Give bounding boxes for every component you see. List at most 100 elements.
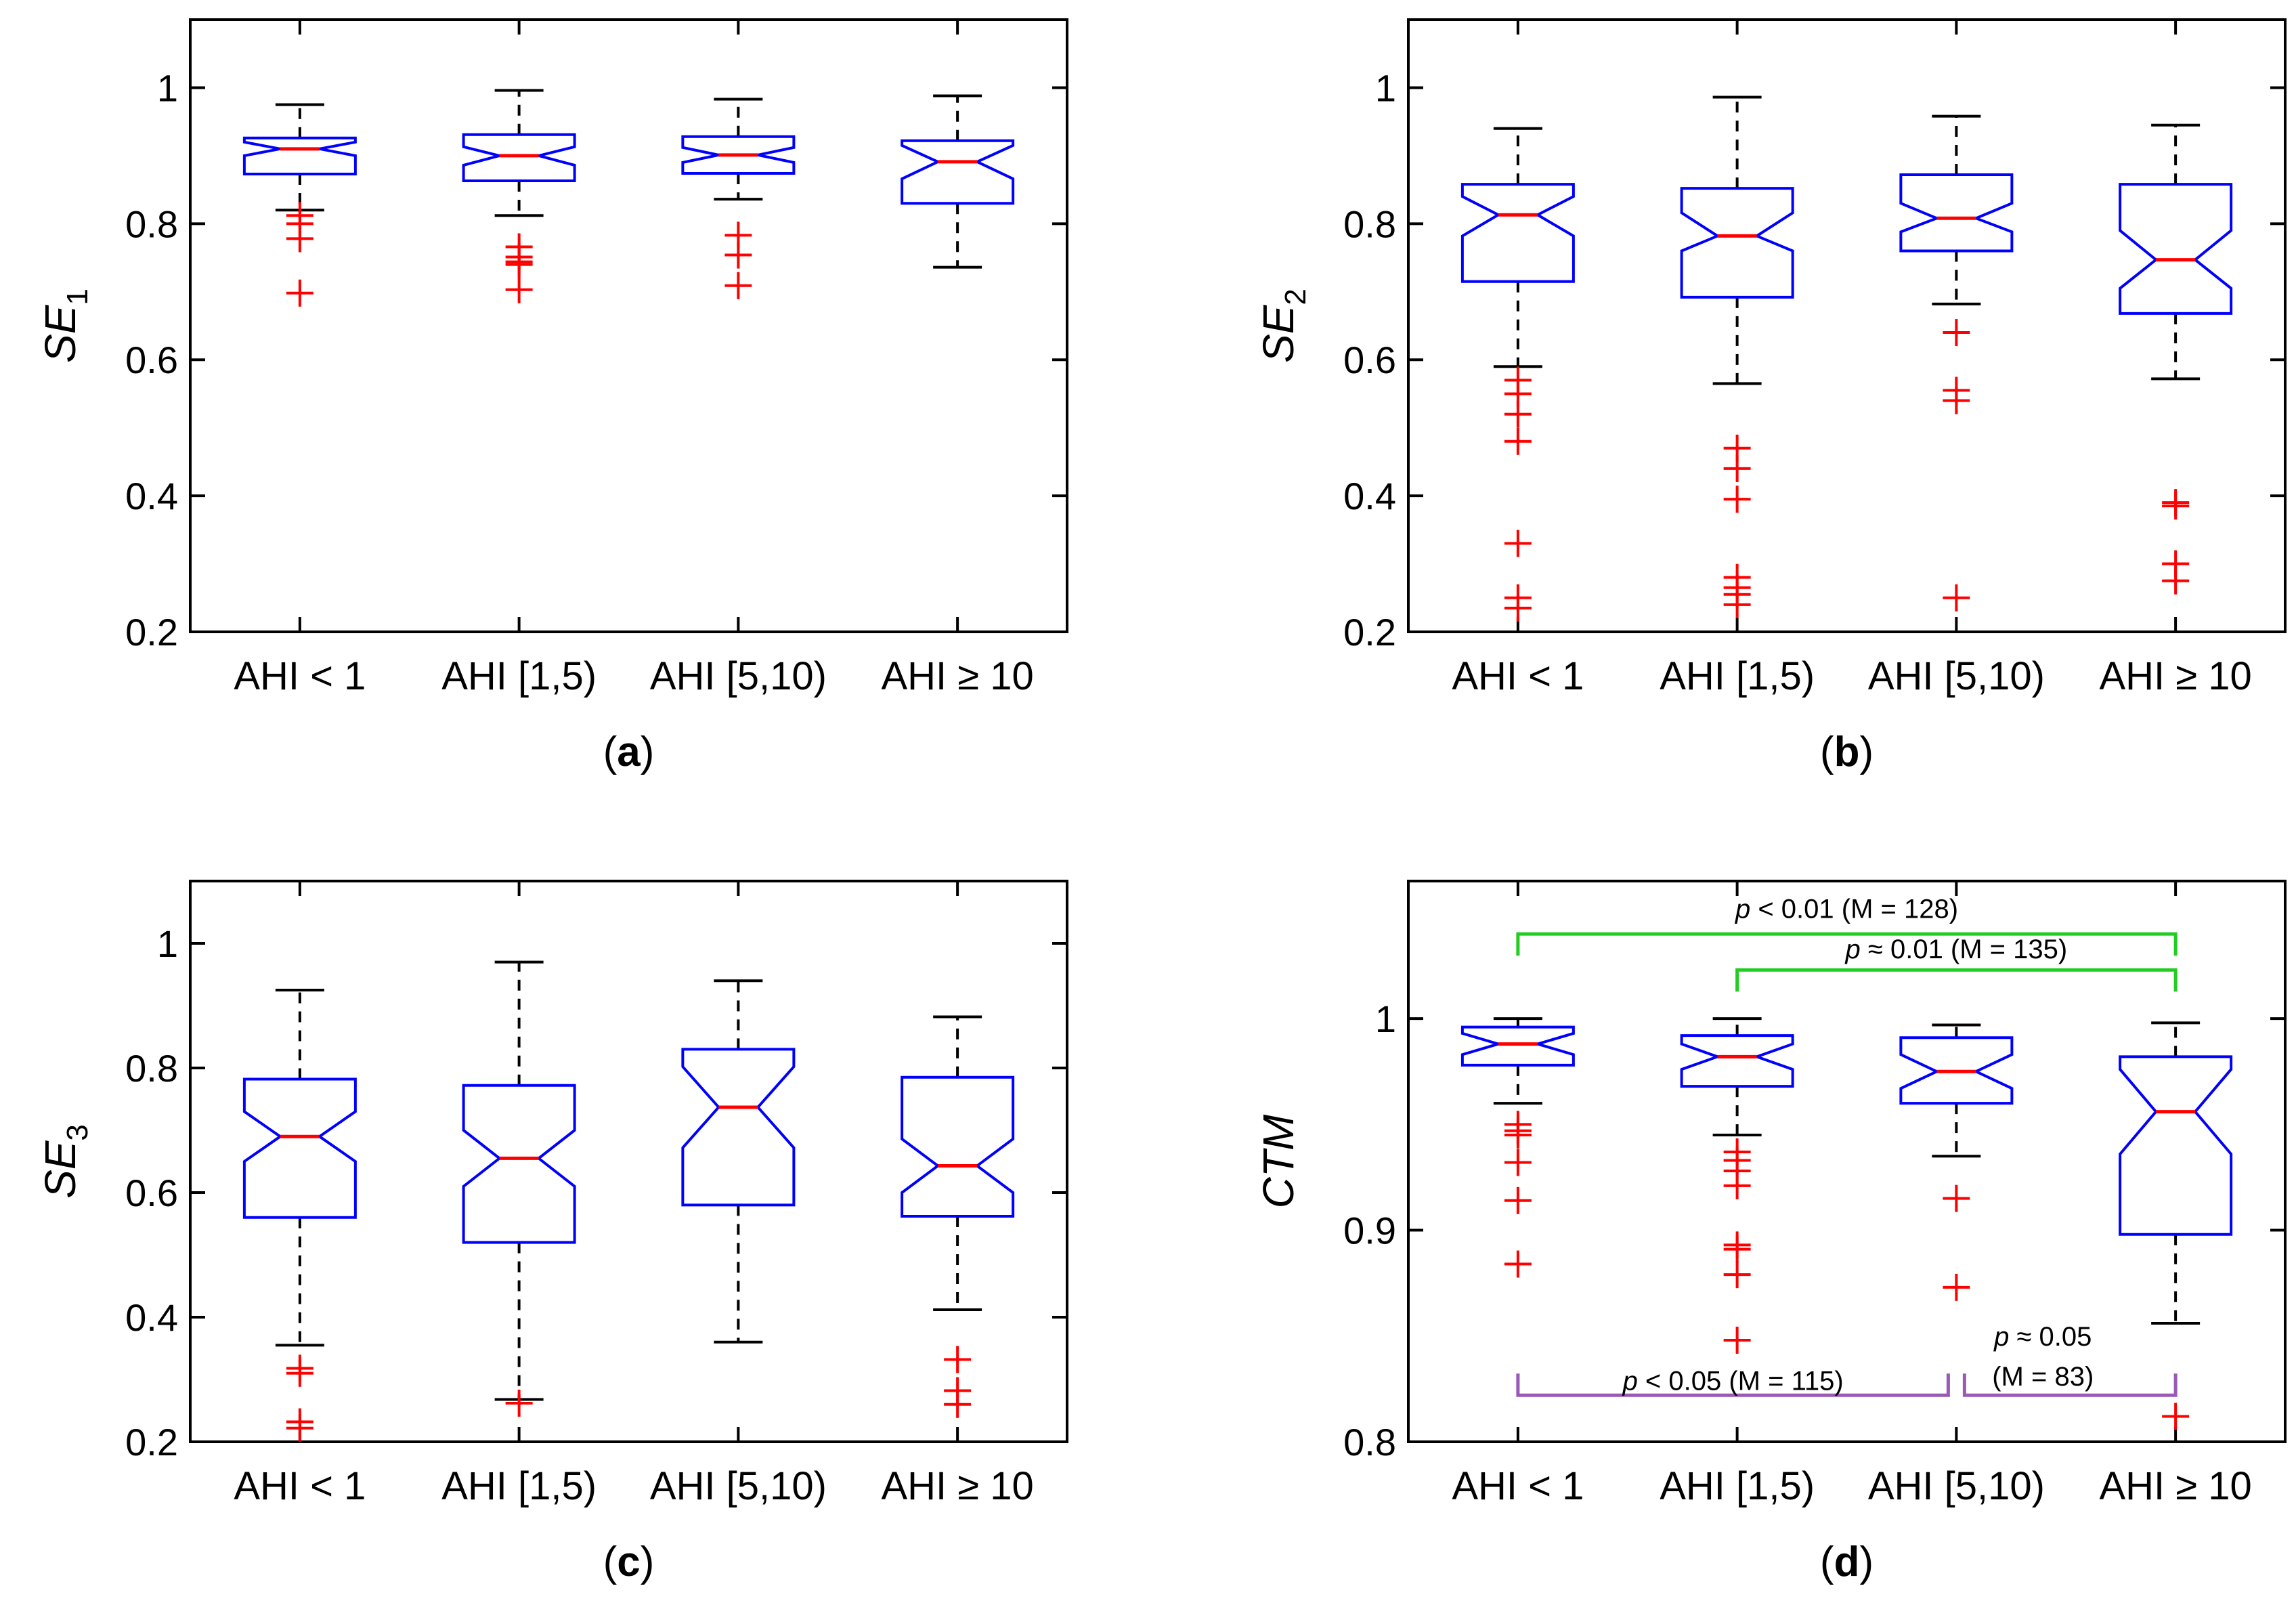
x-tick-label: AHI ≥ 10 [2099,654,2251,698]
y-axis-label-subscript: 2 [1279,288,1312,305]
outlier-marker [1723,1261,1751,1289]
x-tick-label: AHI ≥ 10 [881,1464,1033,1508]
x-tick-label: AHI [5,10) [650,654,827,698]
axes-frame [1407,880,2287,1443]
y-tick-label: 0.2 [1343,611,1396,654]
bracket-label-p: p [1845,935,1861,964]
outlier-marker [1943,1184,1970,1212]
outlier-marker [944,1390,972,1418]
y-tick-label: 0.8 [125,1047,178,1090]
x-tick-label: AHI [1,5) [441,654,597,698]
box-2 [1680,95,1794,618]
x-tick-label: AHI ≥ 10 [2099,1464,2251,1508]
panel-label: (c) [603,1539,655,1585]
bracket-label-text: ≈ 0.05 [2009,1322,2092,1352]
outlier-marker [1504,1121,1532,1149]
panel-label-letter: b [1834,729,1860,775]
x-tick-label: AHI [5,10) [650,1464,827,1508]
box-2 [462,960,576,1417]
y-tick-label: 0.4 [125,1296,178,1339]
panel-d: 0.8 0.9 1 AHI < 1 AHI [1,5) AHI [5,10) AHI ≥ 1… [1254,880,2287,1585]
panel-label: (b) [1820,729,1873,775]
outlier-marker [1504,427,1532,455]
y-tick-label: 0.6 [125,1172,178,1214]
y-tick-label: 1 [1375,66,1396,109]
box-3 [1899,114,2014,612]
axes-frame [189,18,1068,633]
outlier-marker [1723,454,1751,482]
outlier-marker [1943,387,1970,414]
y-tick-label: 0.8 [1343,1421,1396,1463]
panel-label: (d) [1820,1539,1873,1585]
panel-label-letter: a [617,729,641,775]
notched-box [462,133,576,183]
bracket-label-p: p [1993,1322,2009,1352]
panel-c: 0.2 0.4 0.6 0.8 1 AHI < 1 AHI [1,5) AHI [5,10) A… [36,880,1068,1585]
y-axis-label: CTM [1254,1114,1303,1208]
bracket-line [1735,968,2178,992]
x-tick-label: AHI [5,10) [1868,654,2045,698]
notched-box [1460,183,1575,283]
x-tick-label: AHI ≥ 10 [881,654,1033,698]
y-tick-label: 1 [157,922,178,965]
bracket-line [1516,1373,1950,1397]
y-axis-label: SE3 [36,1124,94,1199]
outlier-marker [1943,1273,1970,1301]
y-tick-label: 1 [1375,998,1396,1040]
y-tick-label: 0.6 [125,339,178,381]
panel-label: (a) [603,729,655,775]
outlier-marker [286,1359,313,1387]
y-tick-label: 0.8 [1343,202,1396,245]
outlier-marker [2162,492,2190,520]
panel-label-open: ( [1820,1539,1834,1585]
axes-frame [189,880,1068,1443]
y-tick-label: 0.2 [125,1421,178,1463]
x-tick-label: AHI < 1 [234,654,366,698]
panel-label-close: ) [1859,729,1873,775]
box-4 [901,94,1015,269]
panel-label-letter: d [1834,1539,1860,1585]
panel-label-open: ( [603,729,618,775]
outlier-marker [286,1414,313,1442]
outlier-marker [2162,567,2190,595]
x-tick-label: AHI [1,5) [1660,654,1815,698]
y-axis-label: SE2 [1254,288,1312,363]
y-axis-label-subscript: 3 [61,1124,94,1140]
panel-b: 0.2 0.4 0.6 0.8 1 AHI < 1 AHI [1,5) AHI [5,10) A… [1254,18,2287,775]
box-1 [242,103,357,307]
x-tick-label: AHI [1,5) [1660,1464,1815,1508]
y-axis-label-text: SE [36,1140,85,1199]
significance-bracket-3: p < 0.05 (M = 115) [1516,1366,1950,1397]
x-tick-label: AHI [1,5) [441,1464,597,1508]
outlier-marker [286,225,313,253]
outlier-marker [1943,319,1970,347]
bracket-label: p ≈ 0.01 (M = 135) [1845,935,2068,964]
bracket-label-text: ≈ 0.01 (M = 135) [1861,935,2067,964]
bracket-label-line2: (M = 83) [1992,1362,2094,1392]
panel-a: 0.2 0.4 0.6 0.8 1 AHI < 1 AHI [1,5) AHI [5,10) A… [36,18,1068,775]
significance-bracket-4: p ≈ 0.05 (M = 83) [1962,1322,2178,1397]
y-tick-label: 0.2 [125,611,178,654]
outlier-marker [1723,486,1751,513]
outlier-marker [2162,1403,2190,1430]
y-tick-label: 0.4 [1343,475,1396,517]
outlier-marker [1723,1235,1751,1263]
outlier-marker [1504,1149,1532,1176]
box-2 [462,89,576,303]
notched-box [681,1048,796,1207]
notched-box [1680,1034,1794,1088]
outlier-marker [1504,530,1532,557]
y-tick-label: 0.4 [125,475,178,517]
notched-box [2119,1055,2233,1236]
panel-label-close: ) [1859,1539,1873,1585]
notched-box [901,139,1015,205]
box-2 [1680,1017,1794,1354]
y-axis-label-subscript: 1 [61,288,94,305]
notched-box [242,136,357,176]
bracket-line [1516,932,2178,956]
bracket-label-p: p [1735,895,1750,924]
bracket-label: p < 0.05 (M = 115) [1622,1366,1844,1396]
outlier-marker [724,241,752,269]
y-axis-label-text: SE [1254,304,1303,363]
